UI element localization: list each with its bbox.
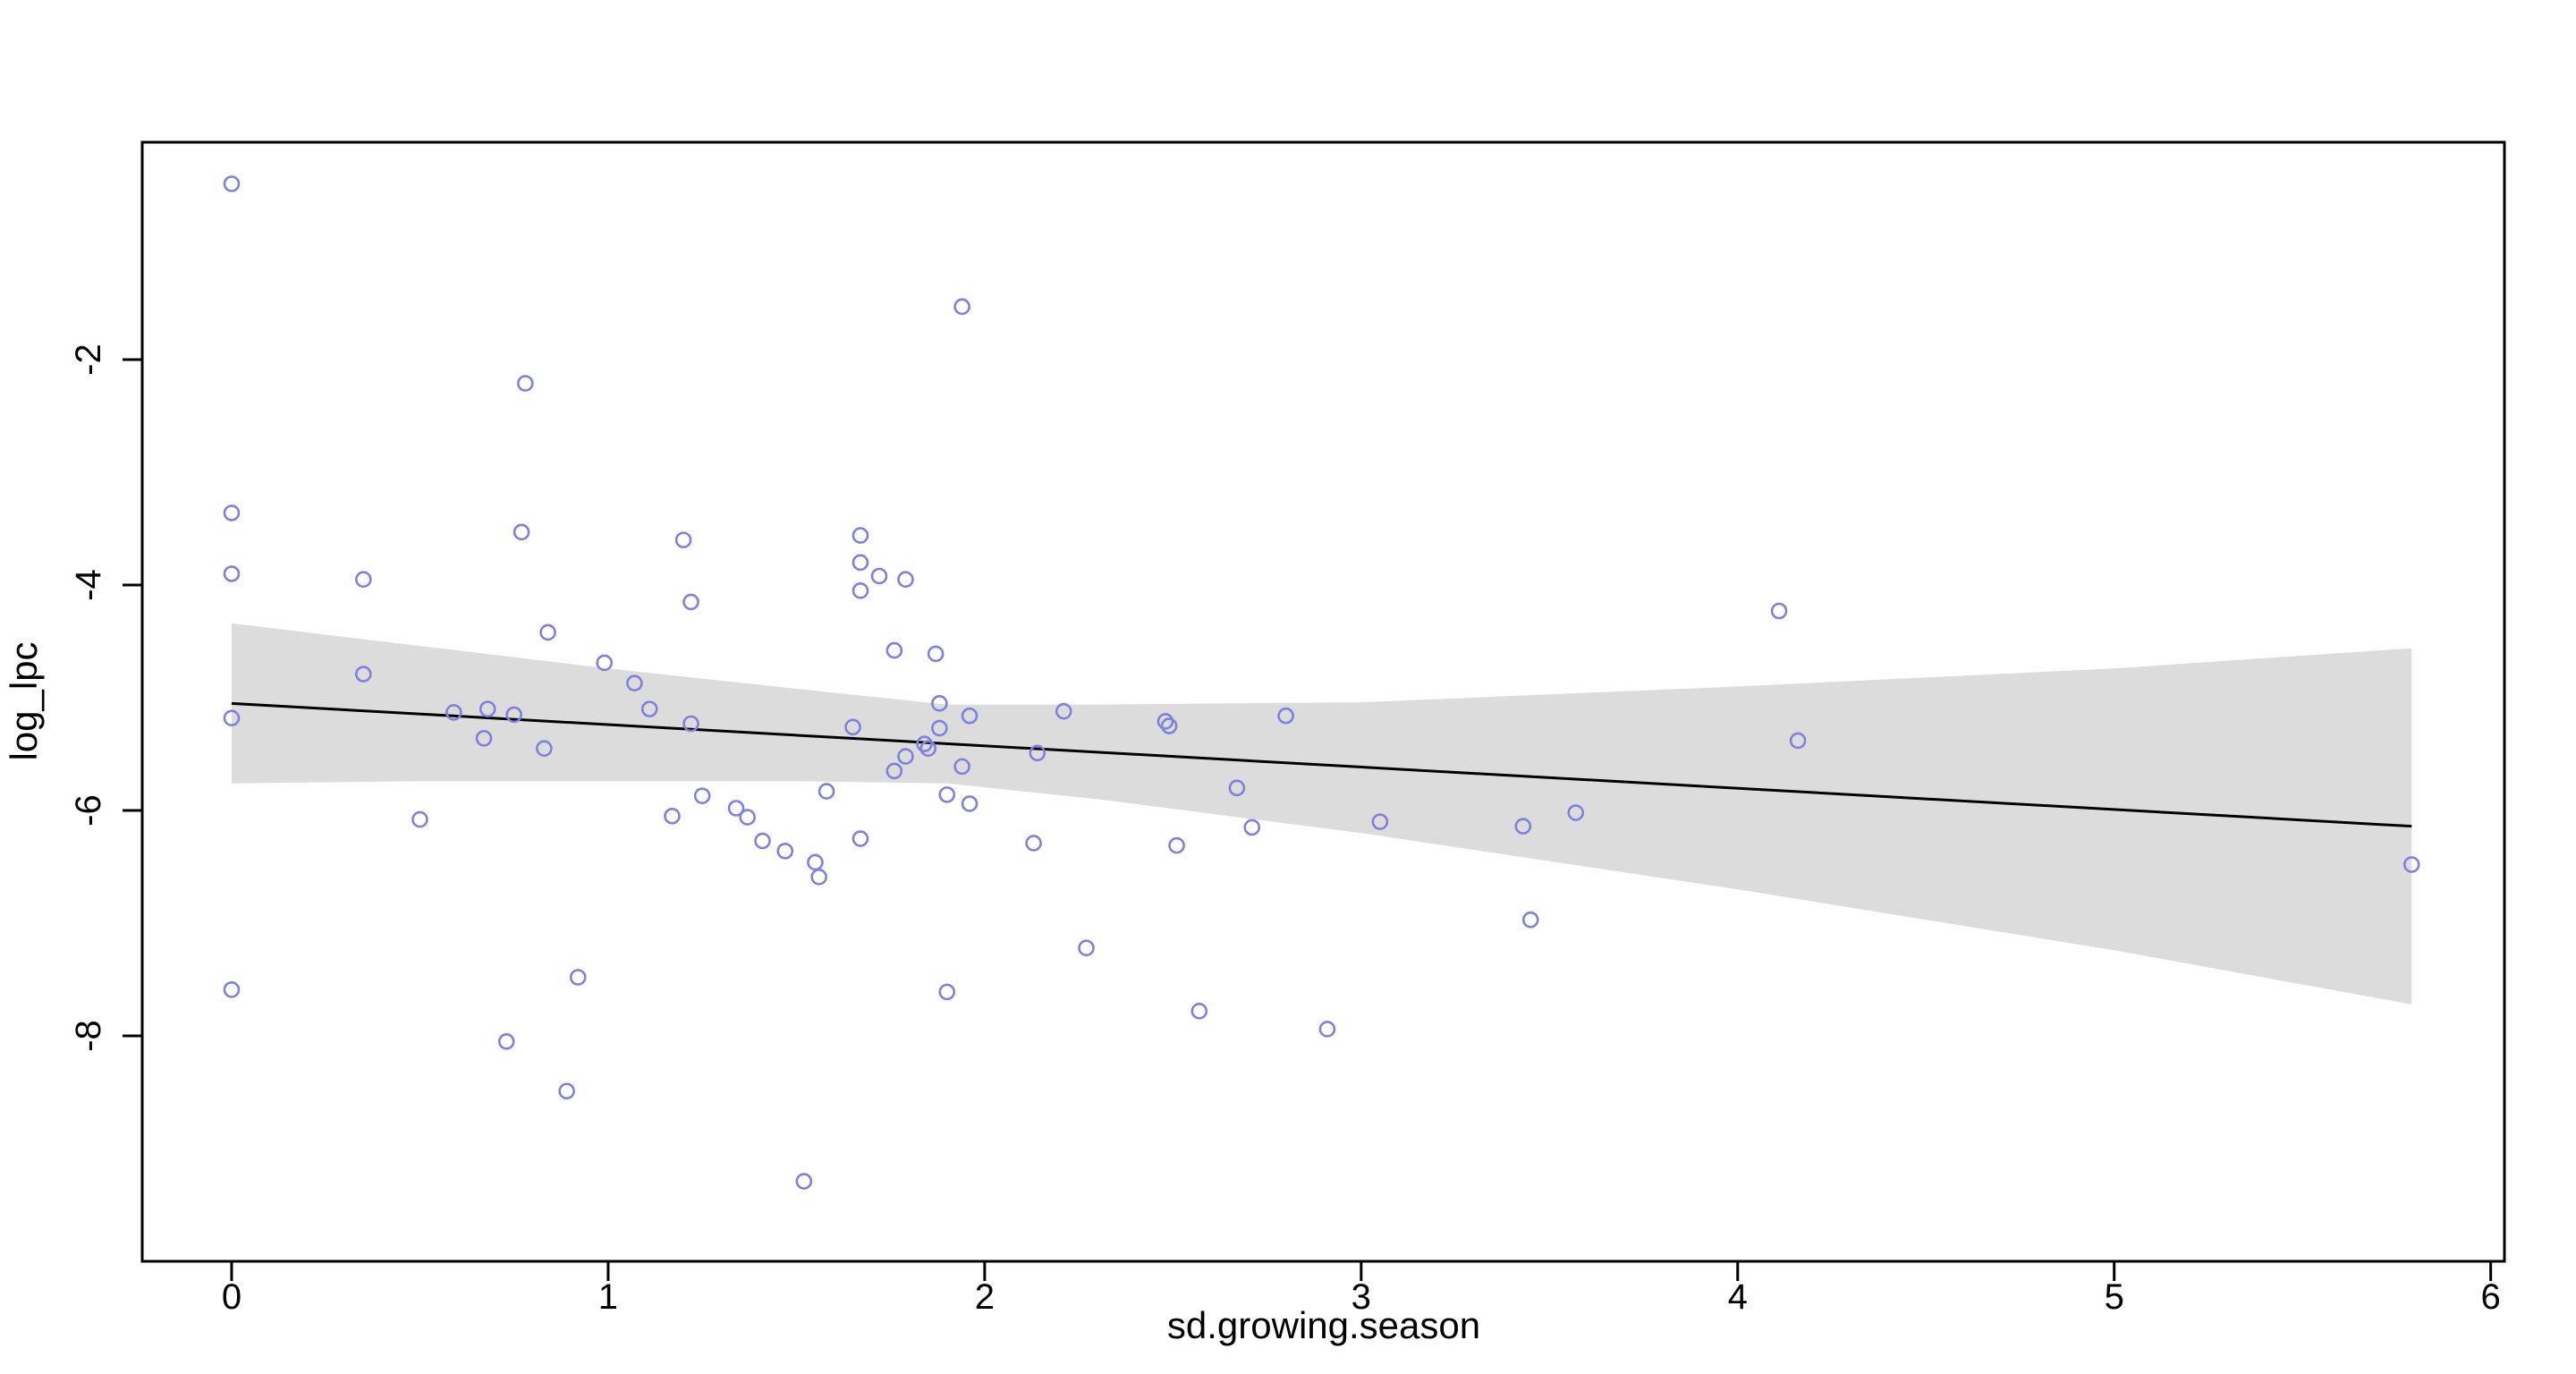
data-point	[1228, 779, 1246, 797]
x-tick-label: 1	[598, 1277, 618, 1317]
data-point	[664, 808, 681, 825]
data-point	[844, 718, 861, 736]
data-point	[2402, 856, 2420, 873]
data-point	[517, 375, 534, 392]
data-point	[411, 810, 428, 828]
data-point	[852, 582, 869, 599]
data-point	[1243, 818, 1261, 836]
data-point	[953, 298, 970, 316]
data-point	[497, 1033, 515, 1050]
data-point	[1055, 702, 1072, 720]
data-point	[886, 762, 903, 780]
x-tick-label: 3	[1352, 1277, 1371, 1317]
data-point	[795, 1173, 813, 1190]
data-point	[938, 786, 956, 803]
data-point	[223, 565, 241, 582]
data-point	[1770, 602, 1788, 620]
y-tick-label: -8	[69, 1020, 108, 1052]
data-point	[539, 623, 556, 641]
plot-border	[140, 140, 2506, 1263]
data-point	[536, 740, 553, 758]
data-point	[739, 809, 756, 826]
data-point	[674, 531, 692, 548]
data-point	[558, 1082, 575, 1100]
data-point	[445, 704, 462, 721]
y-tick-label: -6	[69, 794, 108, 827]
data-point	[916, 735, 933, 752]
data-point	[355, 571, 372, 589]
data-point	[897, 748, 914, 765]
x-tick-label: 6	[2481, 1277, 2501, 1317]
data-point	[1157, 713, 1174, 730]
data-point	[682, 715, 699, 733]
data-point	[223, 981, 241, 998]
data-point	[693, 787, 711, 804]
data-point	[505, 706, 522, 724]
data-point	[852, 830, 869, 847]
data-point	[886, 641, 903, 659]
data-point	[919, 740, 937, 758]
data-point	[807, 853, 824, 871]
data-point	[1168, 836, 1185, 854]
data-point	[223, 505, 241, 522]
data-point	[596, 654, 614, 672]
data-point	[818, 783, 835, 800]
data-point	[961, 707, 979, 725]
x-tick-label: 2	[975, 1277, 995, 1317]
data-point	[1078, 939, 1095, 957]
x-axis-title: sd.growing.season	[1166, 1304, 1481, 1346]
data-point	[961, 795, 979, 812]
data-point	[852, 527, 869, 544]
data-point	[1567, 804, 1585, 821]
data-point	[776, 843, 794, 860]
data-point	[479, 700, 496, 717]
data-point	[1029, 744, 1046, 762]
data-point	[1025, 835, 1042, 852]
data-point	[931, 719, 948, 737]
x-tick-label: 0	[222, 1277, 242, 1317]
data-point	[223, 175, 241, 192]
data-point	[626, 674, 643, 691]
data-point	[475, 730, 493, 747]
data-point	[938, 983, 956, 1001]
data-point	[1789, 732, 1807, 750]
data-point	[1514, 818, 1532, 835]
data-point	[754, 832, 771, 850]
data-point	[682, 593, 699, 611]
data-point	[897, 571, 914, 589]
data-point	[1160, 717, 1178, 734]
data-point	[513, 523, 530, 541]
y-tick-label: -4	[69, 569, 108, 601]
data-point	[927, 645, 945, 663]
y-axis-title: log_lpc	[3, 641, 45, 761]
data-point	[1277, 707, 1294, 725]
data-point	[1318, 1021, 1336, 1038]
data-point	[640, 700, 658, 717]
regression-line	[231, 701, 2412, 828]
data-point	[1191, 1002, 1208, 1020]
data-point	[810, 869, 827, 886]
x-tick-label: 4	[1728, 1277, 1748, 1317]
data-point	[355, 666, 372, 683]
data-point	[223, 709, 241, 727]
data-point	[727, 800, 745, 817]
data-point	[1521, 911, 1539, 929]
data-point	[852, 554, 869, 572]
data-point	[931, 695, 948, 712]
data-point	[569, 969, 587, 986]
data-point	[953, 758, 970, 776]
x-tick-label: 5	[2105, 1277, 2124, 1317]
y-tick-label: -2	[69, 344, 108, 376]
confidence-band	[231, 623, 2412, 1005]
data-point	[870, 567, 888, 585]
data-point	[1371, 813, 1389, 830]
